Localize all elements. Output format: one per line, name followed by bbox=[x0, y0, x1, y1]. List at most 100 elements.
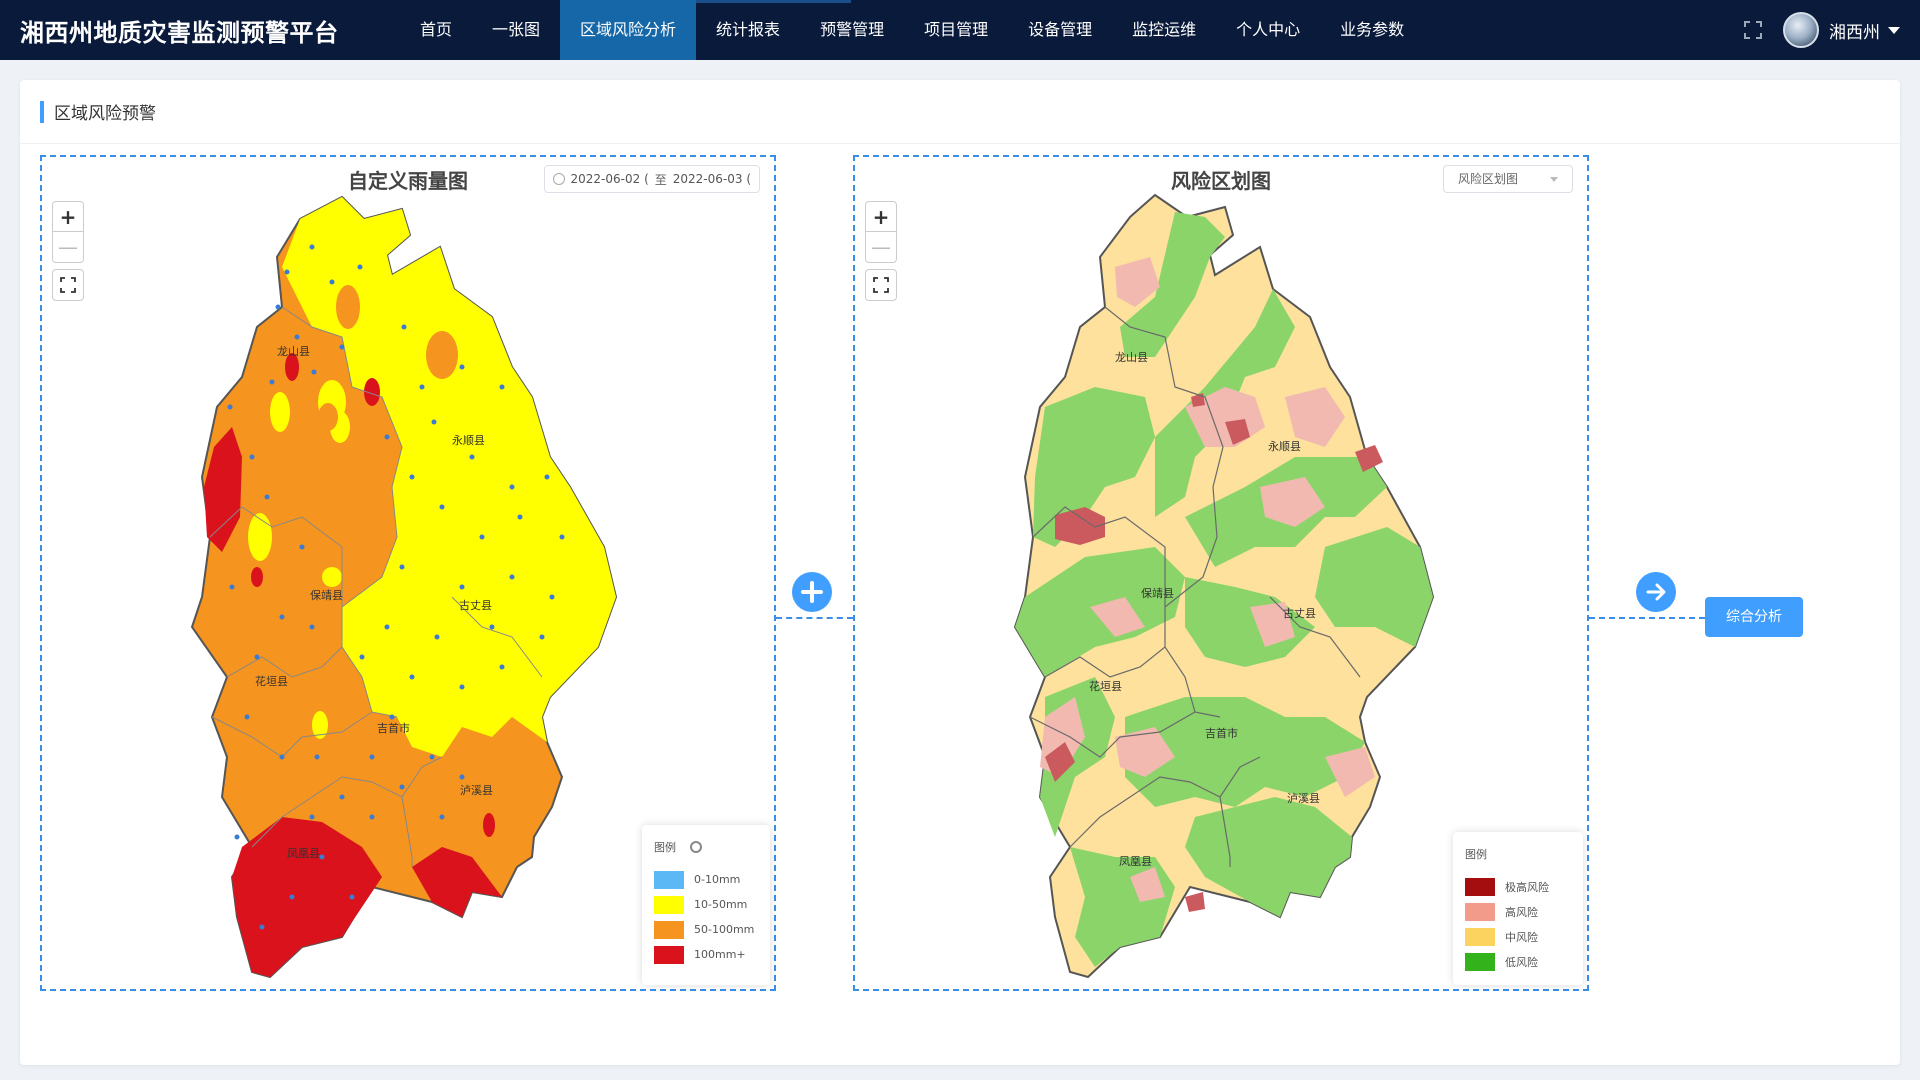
section-title: 区域风险预警 bbox=[54, 104, 156, 124]
risk-zone-very-high bbox=[1045, 742, 1075, 782]
nav-item-home[interactable]: 首页 bbox=[420, 20, 453, 39]
legend-label: 0-10mm bbox=[694, 873, 741, 886]
legend-swatch bbox=[1465, 877, 1495, 896]
county-label: 古丈县 bbox=[459, 599, 492, 612]
nav-item-reports[interactable]: 统计报表 bbox=[716, 20, 781, 39]
risk-zone-very-high bbox=[1185, 892, 1205, 912]
risk-zone-low bbox=[1120, 212, 1225, 357]
county-boundary bbox=[209, 506, 373, 713]
rain-map-title: 自定义雨量图 bbox=[348, 169, 468, 193]
legend-swatch bbox=[654, 945, 684, 964]
county-label: 古丈县 bbox=[1283, 607, 1316, 620]
zoom-in-button[interactable]: + bbox=[866, 202, 896, 232]
rain-spot-orange bbox=[318, 403, 338, 431]
date-start[interactable]: 2022-06-02 ( bbox=[570, 172, 649, 186]
legend-item: 100mm+ bbox=[654, 942, 758, 967]
risk-zone-low bbox=[1125, 697, 1365, 807]
county-boundary bbox=[451, 596, 543, 678]
nav-item-one-map[interactable]: 一张图 bbox=[492, 20, 541, 39]
county-boundary bbox=[1269, 596, 1361, 678]
county-boundary bbox=[1032, 506, 1196, 713]
zoom-control: + — bbox=[865, 201, 897, 263]
nav-item-monitoring[interactable]: 监控运维 bbox=[1132, 20, 1197, 39]
risk-zone-high bbox=[1285, 387, 1345, 447]
county-label: 龙山县 bbox=[277, 345, 310, 358]
risk-zone-high bbox=[1115, 727, 1175, 777]
legend-swatch bbox=[1465, 927, 1495, 946]
legend-title: 图例 bbox=[654, 841, 676, 854]
county-boundary bbox=[226, 646, 343, 678]
nav-item-devices[interactable]: 设备管理 bbox=[1028, 20, 1093, 39]
expand-icon[interactable] bbox=[1743, 20, 1763, 40]
nav-item-warning[interactable]: 预警管理 bbox=[820, 20, 885, 39]
zoom-out-button[interactable]: — bbox=[58, 235, 78, 259]
risk-map[interactable]: 龙山县 永顺县 保靖县 古丈县 花垣县 吉首市 泸溪县 凤凰县 bbox=[855, 157, 1587, 989]
county-boundary bbox=[1044, 646, 1166, 678]
legend-swatch bbox=[654, 895, 684, 914]
rain-zone-red-west bbox=[204, 427, 242, 552]
avatar[interactable] bbox=[1783, 12, 1819, 48]
plus-circle-icon[interactable] bbox=[792, 572, 832, 612]
zoom-in-button[interactable]: + bbox=[53, 202, 83, 232]
arrow-right-circle-icon[interactable] bbox=[1636, 572, 1676, 612]
county-label: 花垣县 bbox=[255, 675, 288, 688]
county-boundary bbox=[1069, 756, 1261, 848]
main-nav: 首页 一张图 区域风险分析 统计报表 预警管理 项目管理 设备管理 监控运维 个… bbox=[400, 0, 1424, 60]
zoom-out-button[interactable]: — bbox=[871, 235, 891, 259]
rain-spot-orange bbox=[426, 331, 458, 379]
risk-zone-very-high bbox=[1191, 393, 1205, 407]
select-value: 风险区划图 bbox=[1458, 172, 1519, 186]
legend-label: 50-100mm bbox=[694, 923, 755, 936]
risk-map-panel: 龙山县 永顺县 保靖县 古丈县 花垣县 吉首市 泸溪县 凤凰县 风险区划图 风险… bbox=[853, 155, 1589, 991]
risk-zone-low bbox=[1185, 797, 1352, 917]
rain-spot-orange bbox=[336, 285, 360, 329]
rain-spot-red bbox=[364, 378, 380, 406]
app-title: 湘西州地质灾害监测预警平台 bbox=[20, 18, 339, 47]
date-separator: 至 bbox=[654, 172, 667, 187]
rain-spot-yellow bbox=[322, 567, 342, 587]
legend-label: 10-50mm bbox=[694, 898, 748, 911]
map-type-select[interactable]: 风险区划图 bbox=[1443, 165, 1573, 193]
legend-swatch bbox=[654, 870, 684, 889]
nav-item-projects[interactable]: 项目管理 bbox=[924, 20, 989, 39]
rain-spot-red bbox=[251, 567, 263, 587]
county-label: 凤凰县 bbox=[287, 847, 320, 860]
legend-label: 高风险 bbox=[1505, 905, 1538, 919]
user-name[interactable]: 湘西州 bbox=[1829, 22, 1880, 43]
county-label: 保靖县 bbox=[1141, 586, 1174, 600]
user-area: 湘西州 bbox=[1743, 0, 1900, 60]
chevron-down-icon bbox=[1550, 177, 1558, 182]
legend-swatch bbox=[654, 920, 684, 939]
legend-item: 高风险 bbox=[1465, 899, 1571, 924]
rain-map[interactable]: 龙山县 永顺县 保靖县 古丈县 花垣县 吉首市 泸溪县 凤凰县 bbox=[42, 157, 774, 989]
date-range-picker[interactable]: 2022-06-02 ( 至 2022-06-03 ( bbox=[543, 165, 760, 193]
nav-item-regional-risk[interactable]: 区域风险分析 bbox=[560, 0, 852, 60]
chevron-down-icon[interactable] bbox=[1888, 26, 1900, 34]
legend-item: 0-10mm bbox=[654, 867, 758, 892]
date-end[interactable]: 2022-06-03 ( bbox=[672, 172, 751, 186]
gear-icon[interactable] bbox=[690, 841, 702, 853]
county-boundary bbox=[251, 756, 443, 848]
county-boundary bbox=[211, 711, 398, 758]
nav-item-personal[interactable]: 个人中心 bbox=[1236, 20, 1301, 39]
rain-zone-red-southeast bbox=[412, 847, 502, 917]
risk-zone-high bbox=[1090, 597, 1145, 637]
map-fullscreen-button[interactable] bbox=[52, 269, 84, 301]
legend-label: 中风险 bbox=[1505, 930, 1538, 944]
map-fullscreen-button[interactable] bbox=[865, 269, 897, 301]
rain-stations bbox=[227, 244, 565, 930]
risk-zone-very-high bbox=[1355, 445, 1383, 472]
county-label: 永顺县 bbox=[1268, 439, 1301, 453]
rain-spot-red bbox=[285, 353, 299, 381]
risk-zone-high bbox=[1260, 477, 1325, 527]
comprehensive-analysis-button[interactable]: 综合分析 bbox=[1705, 597, 1803, 637]
nav-item-parameters[interactable]: 业务参数 bbox=[1340, 20, 1405, 39]
county-label: 泸溪县 bbox=[1287, 792, 1320, 805]
top-navigation-bar: 湘西州地质灾害监测预警平台 首页 一张图 区域风险分析 统计报表 预警管理 项目… bbox=[0, 0, 1920, 60]
rain-spot-red bbox=[483, 813, 495, 837]
legend-item: 中风险 bbox=[1465, 924, 1571, 949]
county-label: 泸溪县 bbox=[460, 784, 493, 797]
zoom-control: + — bbox=[52, 201, 84, 263]
county-boundary bbox=[401, 796, 413, 867]
expand-icon bbox=[873, 277, 889, 293]
